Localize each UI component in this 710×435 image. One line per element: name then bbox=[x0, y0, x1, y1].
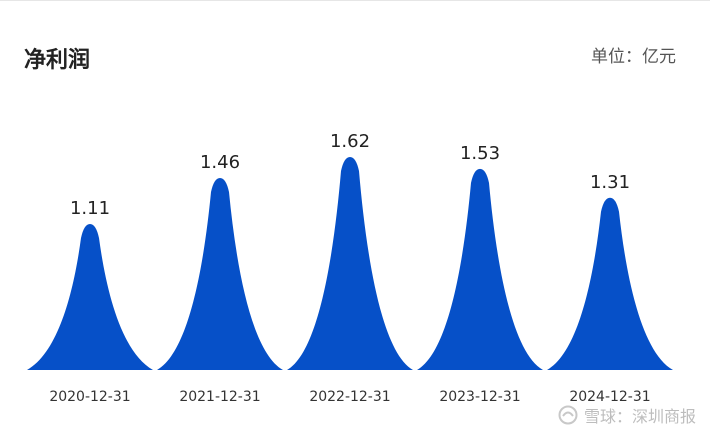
data-label-2022-12-31: 1.62 bbox=[330, 131, 370, 152]
bar-2024-12-31 bbox=[547, 197, 673, 370]
x-tick-label-2020-12-31: 2020-12-31 bbox=[49, 389, 130, 405]
unit-label: 单位：亿元 bbox=[591, 47, 676, 67]
x-tick-label-2022-12-31: 2022-12-31 bbox=[309, 389, 390, 405]
data-label-2021-12-31: 1.46 bbox=[200, 152, 240, 173]
chart-title: 净利润 bbox=[24, 48, 91, 73]
x-tick-label-2021-12-31: 2021-12-31 bbox=[179, 389, 260, 405]
snowball-logo-icon bbox=[558, 405, 578, 425]
top-divider bbox=[0, 0, 710, 1]
x-tick-label-2023-12-31: 2023-12-31 bbox=[439, 389, 520, 405]
data-label-2020-12-31: 1.11 bbox=[70, 198, 110, 219]
bar-2022-12-31 bbox=[287, 157, 413, 370]
bar-2020-12-31 bbox=[27, 224, 153, 370]
data-label-2023-12-31: 1.53 bbox=[460, 143, 500, 164]
x-tick-label-2024-12-31: 2024-12-31 bbox=[569, 389, 650, 405]
bar-2021-12-31 bbox=[157, 178, 283, 370]
data-label-2024-12-31: 1.31 bbox=[590, 172, 630, 193]
watermark-text: 雪球：深圳商报 bbox=[583, 407, 696, 426]
watermark: 雪球：深圳商报 bbox=[558, 403, 696, 427]
bar-2023-12-31 bbox=[417, 168, 543, 370]
